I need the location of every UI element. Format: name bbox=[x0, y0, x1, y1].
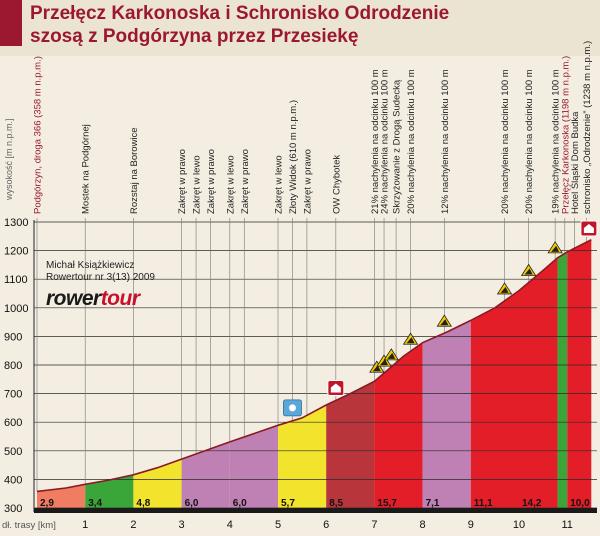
x-tick-label: 3 bbox=[179, 519, 185, 531]
segment-band-4 bbox=[181, 441, 230, 508]
waypoint-label-4: Zakręt w prawo bbox=[177, 149, 188, 214]
x-tick-label: 4 bbox=[227, 519, 233, 531]
y-tick-label: 700 bbox=[4, 389, 22, 401]
segment-band-9 bbox=[422, 320, 471, 508]
segment-gradient-label-7: 8,5 bbox=[329, 498, 343, 509]
x-tick-label: 1 bbox=[82, 519, 88, 531]
y-axis-label: wysokość [m n.p.m.] bbox=[4, 118, 14, 201]
segment-gradient-label-5: 6,0 bbox=[233, 498, 247, 509]
segment-gradient-label-9: 7,1 bbox=[426, 498, 440, 509]
segment-band-12 bbox=[557, 252, 568, 508]
y-tick-label: 600 bbox=[4, 417, 22, 429]
waypoint-label-10: Złoty Widok (610 m n.p.m.) bbox=[288, 100, 299, 214]
y-tick-label: 800 bbox=[4, 360, 22, 372]
segment-band-5 bbox=[229, 425, 278, 508]
segment-band-7 bbox=[326, 381, 375, 508]
waypoint-label-8: Zakręt w prawo bbox=[240, 149, 251, 214]
viewpoint-icon-glyph bbox=[288, 404, 296, 412]
segment-gradient-label-8: 15,7 bbox=[377, 498, 397, 509]
waypoint-label-13: 21% nachylenia na odcinku 100 m bbox=[370, 69, 381, 214]
segment-gradient-label-4: 6,0 bbox=[185, 498, 199, 509]
segment-gradient-label-11: 14,2 bbox=[522, 498, 542, 509]
brand-block: Michał Książkiewicz Rowertour nr 3(13) 2… bbox=[46, 260, 155, 311]
x-tick-label: 9 bbox=[468, 519, 474, 531]
climb-warning-glyph bbox=[372, 365, 381, 372]
header-accent bbox=[0, 0, 22, 46]
waypoint-label-2: Mostek na Podgórnej bbox=[81, 124, 92, 214]
waypoint-label-5: Zakręt w lewo bbox=[192, 155, 203, 214]
segment-band-10 bbox=[470, 290, 519, 508]
waypoint-label-12: OW Chybotek bbox=[331, 155, 342, 214]
climb-warning-glyph bbox=[551, 245, 560, 252]
logo-word-rower: rower bbox=[46, 287, 101, 310]
waypoint-label-22: Hotel Śląski Dom Budka bbox=[569, 111, 581, 214]
segment-gradient-label-10: 11,1 bbox=[474, 498, 493, 509]
waypoint-label-23: schronisko „Odrodzenie” (1238 m n.p.m.) bbox=[582, 41, 593, 214]
climb-warning-glyph bbox=[524, 268, 533, 275]
header-bar bbox=[0, 0, 600, 56]
segment-gradient-label-2: 3,4 bbox=[88, 498, 102, 509]
x-axis-label: dł. trasy [km] bbox=[2, 520, 56, 531]
lodging-icon-glyph bbox=[330, 383, 341, 393]
x-tick-label: 5 bbox=[275, 519, 281, 531]
brand-author: Michał Książkiewicz bbox=[46, 260, 135, 271]
waypoint-label-18: 20% nachylenia na odcinku 100 m bbox=[500, 69, 511, 214]
chart-title-line-1: Przełęcz Karkonoska i Schronisko Odrodze… bbox=[30, 3, 450, 24]
y-tick-label: 500 bbox=[4, 446, 22, 458]
y-tick-label: 900 bbox=[4, 331, 22, 343]
climb-warning-glyph bbox=[380, 359, 389, 366]
y-tick-label: 300 bbox=[4, 503, 22, 515]
y-tick-label: 1000 bbox=[4, 303, 28, 315]
x-tick-label: 6 bbox=[323, 519, 329, 531]
profile-outline bbox=[36, 238, 592, 493]
waypoint-label-20: 19% nachylenia na odcinku 100 m bbox=[551, 69, 562, 214]
segment-gradient-label-3: 4,8 bbox=[136, 498, 150, 509]
x-tick-label: 8 bbox=[420, 519, 426, 531]
waypoint-label-15: Skrzyżowanie z Drogą Sudecką bbox=[392, 79, 403, 214]
waypoint-label-9: Zakręt w lewo bbox=[274, 155, 285, 214]
segment-band-11 bbox=[519, 257, 558, 508]
segment-gradient-label-13: 10,0 bbox=[570, 498, 590, 509]
x-axis-strip bbox=[34, 508, 597, 513]
x-tick-label: 10 bbox=[513, 519, 525, 531]
rowertour-logo: rowertour bbox=[46, 287, 155, 311]
segment-band-13 bbox=[567, 239, 592, 508]
y-tick-label: 1100 bbox=[4, 274, 28, 286]
segment-gradient-label-6: 5,7 bbox=[281, 498, 295, 509]
segment-band-2 bbox=[85, 474, 134, 508]
brand-issue: Rowertour nr 3(13) 2009 bbox=[46, 272, 155, 283]
climb-warning-glyph bbox=[440, 319, 449, 326]
y-tick-label: 400 bbox=[4, 474, 22, 486]
waypoint-label-21: Przełęcz Karkonoska (1198 m n.p.m.) bbox=[560, 56, 571, 214]
waypoint-label-7: Zakręt w lewo bbox=[225, 155, 236, 214]
waypoint-label-14: 24% nachylenia na odcinku 100 m bbox=[380, 69, 391, 214]
x-tick-label: 2 bbox=[130, 519, 136, 531]
climb-warning-glyph bbox=[387, 352, 396, 359]
waypoint-label-19: 20% nachylenia na odcinku 100 m bbox=[524, 69, 535, 214]
x-tick-label: 7 bbox=[371, 519, 377, 531]
waypoint-label-11: Zakręt w prawo bbox=[302, 149, 313, 214]
segment-band-8 bbox=[374, 342, 423, 508]
segment-gradient-label-1: 2,9 bbox=[40, 498, 54, 509]
waypoint-label-1: Podgórzyn, droga 366 (358 m n.p.m.) bbox=[33, 56, 44, 214]
waypoint-label-3: Rozstaj na Borowice bbox=[129, 127, 140, 214]
y-tick-label: 1300 bbox=[4, 217, 28, 229]
x-tick-label: 11 bbox=[561, 519, 572, 531]
climb-warning-glyph bbox=[406, 337, 415, 344]
waypoint-label-16: 20% nachylenia na odcinku 100 m bbox=[406, 69, 417, 214]
climb-warning-glyph bbox=[500, 286, 509, 293]
logo-word-tour: tour bbox=[100, 287, 140, 310]
chart-title-line-2: szosą z Podgórzyna przez Przesiekę bbox=[30, 26, 359, 47]
segment-band-6 bbox=[278, 405, 327, 508]
waypoint-label-6: Zakręt w prawo bbox=[206, 149, 217, 214]
waypoint-label-17: 12% nachylenia na odcinku 100 m bbox=[440, 69, 451, 214]
lodging-icon-glyph bbox=[583, 223, 594, 233]
y-tick-label: 1200 bbox=[4, 246, 28, 258]
